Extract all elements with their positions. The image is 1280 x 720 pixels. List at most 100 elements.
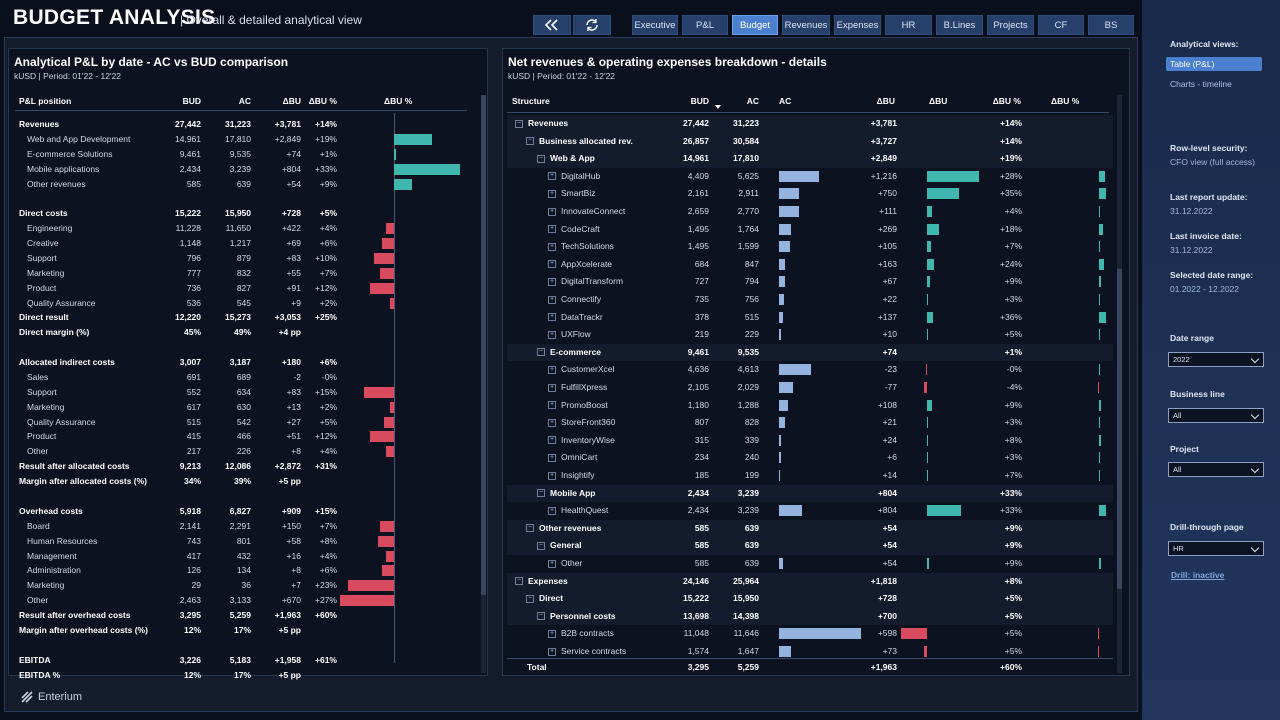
breakdown-row[interactable]: + Other 585 639 +54 +9% xyxy=(507,555,1113,573)
breakdown-row[interactable]: + OmniCart 234 240 +6 +3% xyxy=(507,449,1113,467)
nav-tab-b-lines[interactable]: B.Lines xyxy=(936,15,983,35)
pl-scrollbar-thumb[interactable] xyxy=(481,95,486,595)
breakdown-row[interactable]: + AppXcelerate 684 847 +163 +24% xyxy=(507,256,1113,274)
breakdown-row[interactable]: + SmartBiz 2,161 2,911 +750 +35% xyxy=(507,185,1113,203)
breakdown-row[interactable]: − Personnel costs 13,698 14,398 +700 +5% xyxy=(507,607,1113,626)
breakdown-row[interactable]: + InventoryWise 315 339 +24 +8% xyxy=(507,432,1113,450)
expand-icon[interactable]: + xyxy=(548,401,556,410)
breakdown-row[interactable]: + PromoBoost 1,180 1,288 +108 +9% xyxy=(507,397,1113,415)
nav-tab-p-l[interactable]: P&L xyxy=(682,15,728,35)
refresh-button[interactable] xyxy=(573,15,611,35)
col-header-bud[interactable]: BUD xyxy=(690,96,709,106)
expand-icon[interactable]: + xyxy=(548,295,556,304)
breakdown-row[interactable]: − Mobile App 2,434 3,239 +804 +33% xyxy=(507,484,1113,503)
breakdown-row[interactable]: − Business allocated rev. 26,857 30,584 +3,7… xyxy=(507,132,1113,151)
breakdown-row[interactable]: + DataTrackr 378 515 +137 +36% xyxy=(507,309,1113,327)
expand-icon[interactable]: + xyxy=(548,277,556,286)
breakdown-row[interactable]: + Service contracts 1,574 1,647 +73 +5% xyxy=(507,643,1113,661)
col-header-dbu-pct[interactable]: ΔBU % xyxy=(992,96,1021,106)
expand-icon[interactable]: + xyxy=(548,365,556,374)
expand-icon[interactable]: + xyxy=(548,418,556,427)
col-header-position[interactable]: P&L position xyxy=(19,96,72,106)
breakdown-row[interactable]: + UXFlow 219 229 +10 +5% xyxy=(507,326,1113,344)
drill-select[interactable]: HR xyxy=(1168,541,1264,556)
nav-tab-expenses[interactable]: Expenses xyxy=(834,15,881,35)
collapse-icon[interactable]: − xyxy=(526,524,534,533)
col-header-ac[interactable]: AC xyxy=(238,96,251,106)
breakdown-row[interactable]: + DigitalHub 4,409 5,625 +1,216 +28% xyxy=(507,168,1113,186)
breakdown-row[interactable]: + CustomerXcel 4,636 4,613 -23 -0% xyxy=(507,361,1113,379)
breakdown-row[interactable]: + FulfillXpress 2,105 2,029 -77 -4% xyxy=(507,379,1113,397)
collapse-icon[interactable]: − xyxy=(515,119,523,128)
col-header-dbu[interactable]: ΔBU xyxy=(876,96,895,106)
breakdown-row[interactable]: − Revenues 27,442 31,223 +3,781 +14% xyxy=(507,115,1113,133)
breakdown-scrollbar-thumb[interactable] xyxy=(1117,269,1122,589)
breakdown-row[interactable]: + TechSolutions 1,495 1,599 +105 +7% xyxy=(507,238,1113,256)
expand-icon[interactable]: + xyxy=(548,436,556,445)
col-header-ac-bars[interactable]: AC xyxy=(779,96,792,106)
nav-tab-revenues[interactable]: Revenues xyxy=(782,15,830,35)
view-table-button[interactable]: Table (P&L) xyxy=(1166,57,1262,71)
business-line-select[interactable]: All xyxy=(1168,408,1264,423)
collapse-icon[interactable]: − xyxy=(537,612,545,621)
nav-tab-executive[interactable]: Executive xyxy=(632,15,678,35)
drill-status-link[interactable]: Drill: inactive xyxy=(1171,570,1225,580)
expand-icon[interactable]: + xyxy=(548,383,556,392)
col-header-structure[interactable]: Structure xyxy=(512,96,550,106)
breakdown-row[interactable]: − Direct 15,222 15,950 +728 +5% xyxy=(507,590,1113,608)
dbu-bar xyxy=(927,329,928,341)
expand-icon[interactable]: + xyxy=(548,559,556,568)
col-header-dbu-pct-bars[interactable]: ΔBU % xyxy=(384,96,413,106)
nav-tab-hr[interactable]: HR xyxy=(885,15,932,35)
expand-icon[interactable]: + xyxy=(548,453,556,462)
breakdown-row[interactable]: + StoreFront360 807 828 +21 +3% xyxy=(507,414,1113,432)
col-header-dbu-bars[interactable]: ΔBU xyxy=(929,96,948,106)
collapse-icon[interactable]: − xyxy=(526,137,534,146)
col-header-bud[interactable]: BUD xyxy=(182,96,201,106)
expand-icon[interactable]: + xyxy=(548,225,556,234)
breakdown-row[interactable]: + DigitalTransform 727 794 +67 +9% xyxy=(507,273,1113,291)
collapse-icon[interactable]: − xyxy=(537,541,545,550)
expand-icon[interactable]: + xyxy=(548,207,556,216)
nav-tab-projects[interactable]: Projects xyxy=(987,15,1034,35)
expand-icon[interactable]: + xyxy=(548,506,556,515)
collapse-icon[interactable]: − xyxy=(537,348,545,357)
breakdown-row[interactable]: + CodeCraft 1,495 1,764 +269 +18% xyxy=(507,221,1113,239)
nav-tab-cf[interactable]: CF xyxy=(1038,15,1084,35)
collapse-icon[interactable]: − xyxy=(526,594,534,603)
col-header-dbu[interactable]: ΔBU xyxy=(282,96,301,106)
breakdown-row[interactable]: + Insightify 185 199 +14 +7% xyxy=(507,467,1113,485)
expand-icon[interactable]: + xyxy=(548,471,556,480)
sort-desc-icon[interactable] xyxy=(715,105,721,109)
expand-icon[interactable]: + xyxy=(548,330,556,339)
expand-icon[interactable]: + xyxy=(548,172,556,181)
col-header-dbu-pct[interactable]: ΔBU % xyxy=(308,96,337,106)
breakdown-row[interactable]: + B2B contracts 11,048 11,646 +598 +5% xyxy=(507,625,1113,643)
back-button[interactable] xyxy=(533,15,571,35)
breakdown-row[interactable]: + InnovateConnect 2,659 2,770 +111 +4% xyxy=(507,203,1113,221)
col-header-ac[interactable]: AC xyxy=(746,96,759,106)
expand-icon[interactable]: + xyxy=(548,189,556,198)
expand-icon[interactable]: + xyxy=(548,313,556,322)
collapse-icon[interactable]: − xyxy=(537,154,545,163)
breakdown-row[interactable]: + HealthQuest 2,434 3,239 +804 +33% xyxy=(507,502,1113,520)
breakdown-row[interactable]: − Expenses 24,146 25,964 +1,818 +8% xyxy=(507,572,1113,591)
breakdown-row[interactable]: − E-commerce 9,461 9,535 +74 +1% xyxy=(507,343,1113,362)
expand-icon[interactable]: + xyxy=(548,647,556,656)
project-select[interactable]: All xyxy=(1168,462,1264,477)
expand-icon[interactable]: + xyxy=(548,260,556,269)
nav-tab-bs[interactable]: BS xyxy=(1088,15,1134,35)
collapse-icon[interactable]: − xyxy=(537,489,545,498)
expand-icon[interactable]: + xyxy=(548,629,556,638)
col-header-dbu-pct-bars[interactable]: ΔBU % xyxy=(1051,96,1080,106)
breakdown-row[interactable]: − Web & App 14,961 17,810 +2,849 +19% xyxy=(507,150,1113,168)
nav-tab-budget[interactable]: Budget xyxy=(732,15,778,35)
date-range-select[interactable]: 2022 xyxy=(1168,352,1264,367)
breakdown-row-bud: 15,222 xyxy=(683,593,709,604)
breakdown-row[interactable]: + Connectify 735 756 +22 +3% xyxy=(507,291,1113,309)
view-charts-button[interactable]: Charts - timeline xyxy=(1170,79,1232,89)
breakdown-row[interactable]: − General 585 639 +54 +9% xyxy=(507,537,1113,555)
collapse-icon[interactable]: − xyxy=(515,577,523,586)
breakdown-row[interactable]: − Other revenues 585 639 +54 +9% xyxy=(507,519,1113,538)
expand-icon[interactable]: + xyxy=(548,242,556,251)
